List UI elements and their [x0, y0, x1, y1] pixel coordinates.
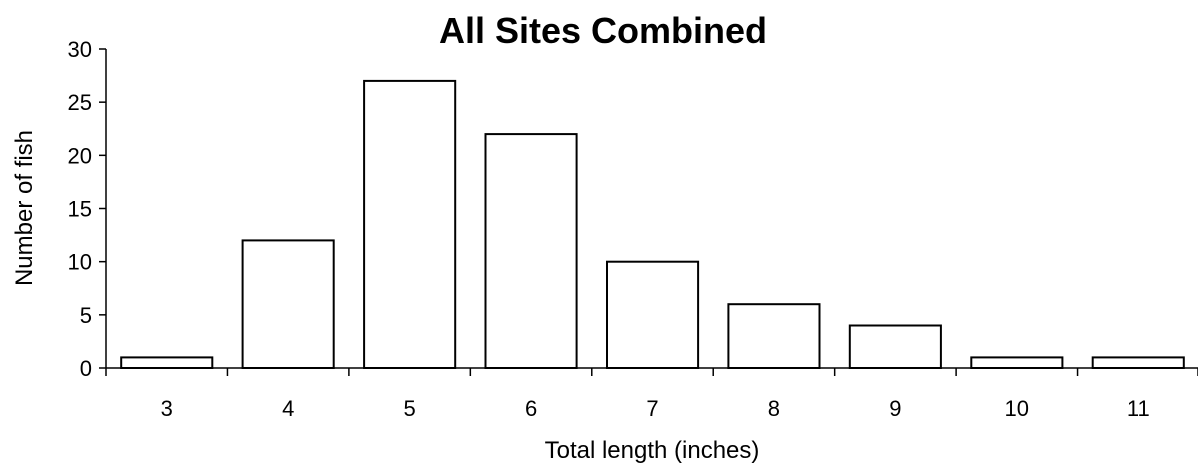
y-tick-label-15: 15	[68, 197, 92, 222]
x-tick-label-5: 5	[403, 396, 415, 421]
x-tick-label-8: 8	[768, 396, 780, 421]
x-tick-label-9: 9	[889, 396, 901, 421]
x-tick-label-3: 3	[161, 396, 173, 421]
bar-9	[848, 324, 942, 369]
y-axis-label: Number of fish	[11, 130, 38, 286]
x-tick-label-11: 11	[1127, 396, 1150, 421]
x-tick-label-6: 6	[525, 396, 537, 421]
bar-3	[120, 356, 214, 369]
bar-11	[1091, 356, 1185, 369]
y-tick-label-10: 10	[68, 250, 92, 275]
y-tick-label-20: 20	[68, 143, 92, 168]
bar-6	[484, 133, 578, 369]
plot-area: 0 5 10 15 20 25 30 3 4 5 6 7 8 9 10 11	[68, 37, 1198, 421]
x-tick-label-10: 10	[1005, 396, 1029, 421]
bar-7	[606, 260, 700, 370]
bar-4	[241, 239, 335, 369]
chart-title: All Sites Combined	[439, 10, 767, 51]
y-tick-label-0: 0	[80, 356, 92, 381]
y-tick-label-30: 30	[68, 37, 92, 62]
x-tick-label-4: 4	[282, 396, 294, 421]
y-tick-label-25: 25	[68, 90, 92, 115]
x-axis-label: Total length (inches)	[545, 437, 760, 464]
bar-10	[970, 356, 1064, 369]
y-tick-label-5: 5	[80, 303, 92, 328]
x-tick-label-7: 7	[646, 396, 658, 421]
bar-5	[363, 79, 457, 370]
bar-8	[727, 303, 821, 370]
